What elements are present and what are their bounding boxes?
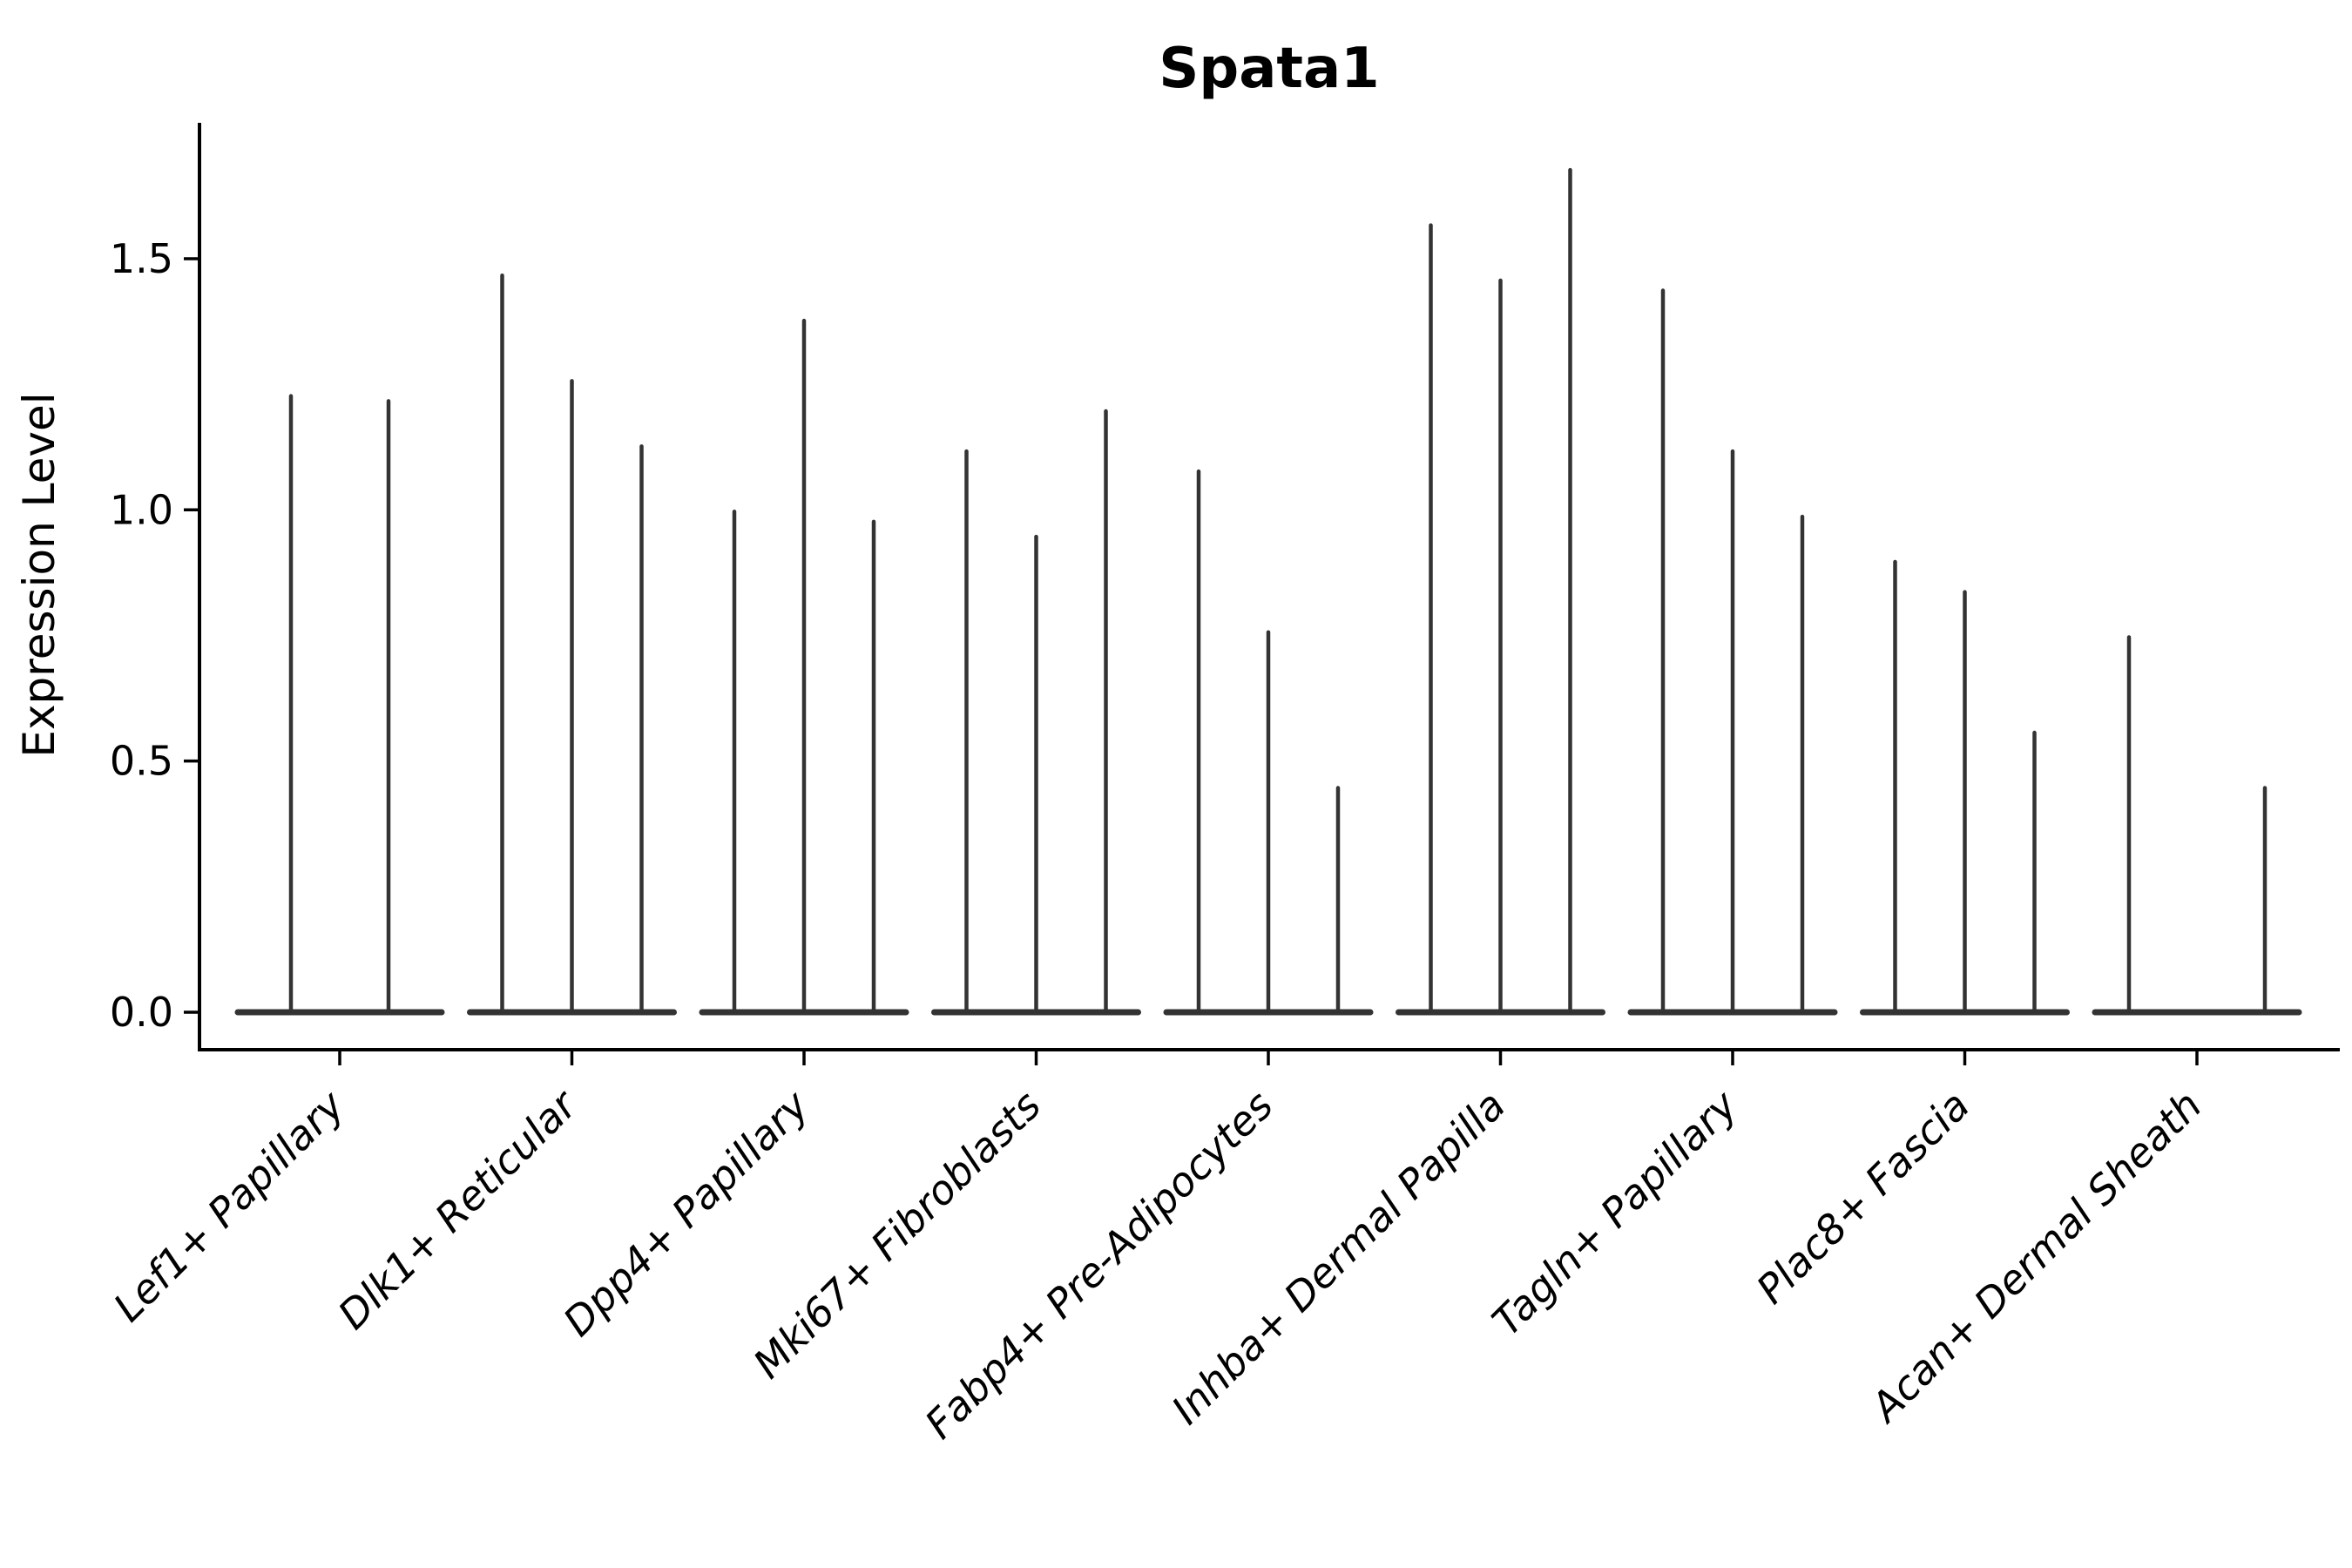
x-tick-label: Tagln+ Papillary	[1483, 1081, 1747, 1345]
violins	[234, 167, 2302, 1016]
y-tick-label: 1.0	[110, 486, 173, 533]
x-tick-label: Lef1+ Papillary	[105, 1081, 354, 1330]
y-tick-label: 1.5	[110, 235, 173, 282]
chart-title: Spata1	[1159, 37, 1379, 101]
x-tick-label: Dpp4+ Papillary	[554, 1081, 818, 1345]
y-tick-labels: 0.0 0.5 1.0 1.5	[110, 235, 173, 1036]
y-axis-label: Expression Level	[14, 392, 64, 757]
y-tick-label: 0.5	[110, 738, 173, 785]
axis-spine	[198, 123, 2340, 1051]
y-ticks	[184, 257, 199, 1014]
x-tick-label: Dlk1+ Reticular	[329, 1079, 588, 1338]
x-tick-label: Plac8+ Fascia	[1747, 1082, 1978, 1313]
y-tick-label: 0.0	[110, 989, 173, 1036]
axes	[198, 123, 2340, 1051]
x-ticks	[338, 1050, 2199, 1065]
